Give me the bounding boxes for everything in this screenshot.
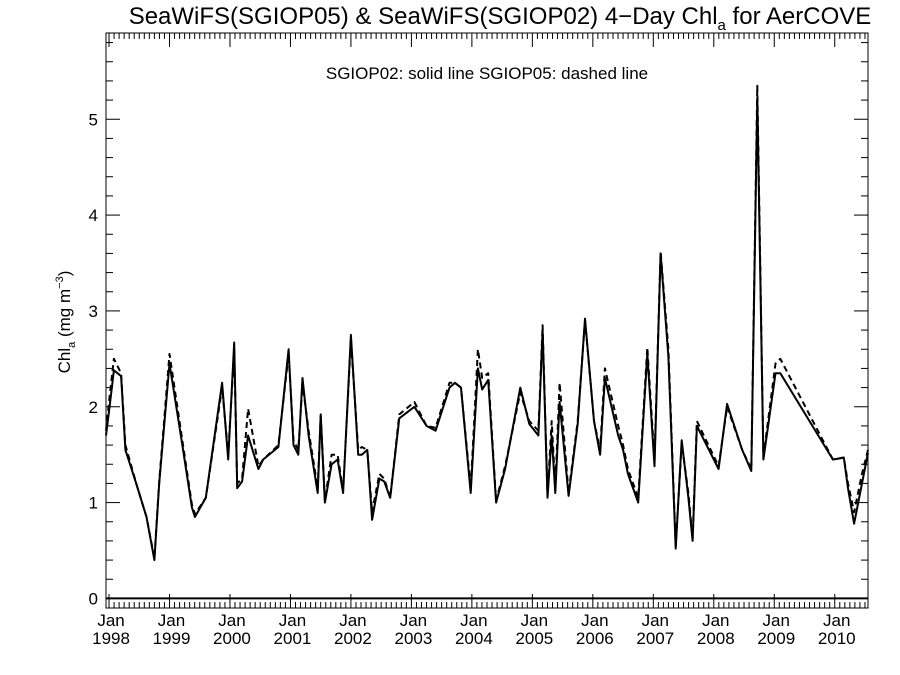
y-tick-label: 2	[89, 398, 98, 417]
chart-title-tail: for AerCOVE	[726, 3, 871, 30]
y-tick-label: 4	[89, 206, 98, 225]
y-tick-label: 3	[89, 302, 98, 321]
x-tick-year-label: 2005	[515, 629, 553, 648]
y-axis-label: Chla (mg m−3)	[54, 271, 78, 374]
x-tick-month-label: Jan	[400, 611, 427, 630]
tick-labels-layer: 012345Jan1998Jan1999Jan2000Jan2001Jan200…	[89, 110, 856, 648]
x-tick-month-label: Jan	[218, 611, 245, 630]
x-tick-month-label: Jan	[702, 611, 729, 630]
x-tick-year-label: 2006	[576, 629, 614, 648]
x-tick-month-label: Jan	[521, 611, 548, 630]
x-tick-month-label: Jan	[339, 611, 366, 630]
x-tick-year-label: 2003	[394, 629, 432, 648]
y-tick-label: 1	[89, 494, 98, 513]
x-tick-year-label: 2001	[274, 629, 312, 648]
x-tick-year-label: 2002	[334, 629, 372, 648]
ylabel-unit: (mg m	[55, 289, 74, 342]
x-tick-month-label: Jan	[279, 611, 306, 630]
x-tick-year-label: 1998	[92, 629, 130, 648]
x-tick-year-label: 2010	[818, 629, 856, 648]
x-tick-year-label: 2004	[455, 629, 493, 648]
x-tick-year-label: 2008	[697, 629, 735, 648]
legend-note: SGIOP02: solid line SGIOP05: dashed line	[326, 64, 648, 83]
x-tick-month-label: Jan	[460, 611, 487, 630]
chart-svg: SeaWiFS(SGIOP05) & SeaWiFS(SGIOP02) 4−Da…	[0, 0, 900, 675]
chart-title-main: SeaWiFS(SGIOP05) & SeaWiFS(SGIOP02) 4−Da…	[129, 3, 718, 30]
series-line-sgiop02	[106, 98, 868, 560]
chart-title: SeaWiFS(SGIOP05) & SeaWiFS(SGIOP02) 4−Da…	[129, 3, 872, 34]
ylabel-sup: −3	[54, 276, 66, 289]
x-tick-month-label: Jan	[642, 611, 669, 630]
x-tick-month-label: Jan	[97, 611, 124, 630]
x-tick-month-label: Jan	[158, 611, 185, 630]
x-tick-month-label: Jan	[581, 611, 608, 630]
x-tick-year-label: 1999	[153, 629, 191, 648]
y-tick-label: 0	[89, 589, 98, 608]
svg-text:Chla (mg m−3): Chla (mg m−3)	[54, 271, 78, 374]
chart-root: SeaWiFS(SGIOP05) & SeaWiFS(SGIOP02) 4−Da…	[0, 0, 900, 675]
x-tick-year-label: 2009	[757, 629, 795, 648]
ylabel-close: )	[55, 271, 74, 277]
y-tick-label: 5	[89, 110, 98, 129]
x-tick-year-label: 2007	[636, 629, 674, 648]
ylabel-main: Chl	[55, 348, 74, 374]
x-tick-month-label: Jan	[763, 611, 790, 630]
series-layer	[106, 86, 868, 560]
x-tick-year-label: 2000	[213, 629, 251, 648]
x-tick-month-label: Jan	[823, 611, 850, 630]
